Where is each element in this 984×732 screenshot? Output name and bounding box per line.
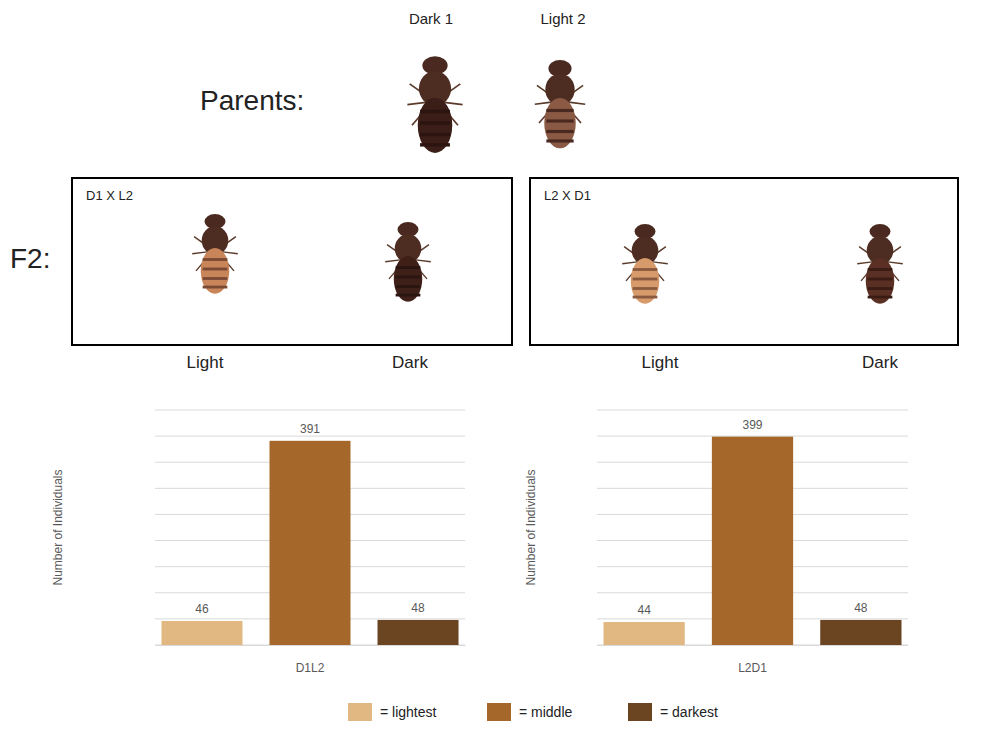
fly-abdomen (418, 98, 453, 153)
legend-swatch (348, 703, 372, 721)
data-label: 48 (411, 601, 425, 615)
grid-line (155, 410, 465, 411)
fly-leg (385, 260, 400, 262)
fly-stripe (203, 286, 228, 289)
fly-leg (568, 102, 585, 104)
fly-icon (407, 56, 462, 153)
axis-title: Number of Individuals (524, 469, 538, 585)
fly-stripe (203, 268, 228, 271)
panel-label: Light (187, 353, 224, 372)
legend-swatch (628, 703, 652, 721)
fly-stripe (420, 143, 450, 146)
parent-name: Dark 1 (409, 10, 453, 27)
fly-leg (888, 262, 903, 264)
panel-title: D1 X L2 (86, 188, 133, 203)
bar (161, 621, 242, 645)
fly-leg (535, 102, 552, 104)
bars (161, 441, 458, 645)
fly-leg (653, 262, 668, 264)
row-label: F2: (10, 243, 50, 274)
grid (155, 410, 465, 645)
fly-stripe (868, 296, 893, 299)
fly-abdomen (201, 248, 230, 294)
fly-abdomen (866, 258, 895, 304)
fly-stripe (546, 119, 573, 122)
fly-stripe (868, 278, 893, 281)
data-label: 44 (637, 603, 651, 617)
fly-leg (192, 252, 207, 254)
fly-stripe (546, 109, 573, 112)
panel-box (530, 178, 958, 345)
panel-title: L2 X D1 (544, 188, 591, 203)
data-label: 48 (854, 601, 868, 615)
fly-leg (444, 102, 462, 104)
axis-title: Number of Individuals (51, 469, 65, 585)
fly-abdomen (394, 256, 423, 302)
fly-abdomen (631, 258, 660, 304)
row-label: Parents: (200, 85, 304, 116)
fly-stripe (420, 133, 450, 136)
panel-label: Light (642, 353, 679, 372)
fly-stripe (868, 268, 893, 271)
legend-label: = middle (519, 704, 573, 720)
bar (820, 620, 901, 645)
fly-stripe (203, 277, 228, 280)
fly-stripe (396, 276, 421, 279)
bar (378, 620, 459, 645)
panel-label: Dark (392, 353, 428, 372)
data-label: 399 (742, 418, 762, 432)
grid-line (597, 410, 908, 411)
fly-stripe (203, 258, 228, 261)
bars (604, 437, 902, 645)
fly-stripe (396, 266, 421, 269)
fly-leg (622, 262, 637, 264)
figure: Dark 1 Light 2 Parents: F2: D1 X L2 Light Dark… (0, 0, 984, 732)
legend: = lightest = middle = darkest (348, 703, 718, 721)
bar (604, 622, 685, 645)
axis-line (598, 645, 909, 646)
bar (712, 437, 793, 645)
fly-stripe (396, 285, 421, 288)
grid (597, 410, 908, 645)
bar (269, 441, 350, 645)
data-label: 391 (300, 422, 320, 436)
fly-icon (622, 224, 668, 304)
fly-icon (857, 224, 903, 304)
panel-box (72, 178, 512, 345)
chart: 44 399 48 L2D1 Number of Individuals (524, 410, 909, 675)
axis-line (156, 645, 466, 646)
fly-stripe (633, 278, 658, 281)
fly-stripe (633, 287, 658, 290)
fly-icon (192, 214, 238, 294)
fly-stripe (420, 110, 450, 113)
fly-stripe (420, 121, 450, 124)
panel-label: Dark (862, 353, 898, 372)
fly-icon (535, 60, 585, 148)
fly-leg (223, 252, 238, 254)
chart: 46 391 48 D1L2 Number of Individuals (51, 410, 466, 675)
fly-abdomen (544, 98, 576, 148)
axis-title: L2D1 (738, 661, 767, 675)
fly-stripe (546, 139, 573, 142)
legend-swatch (487, 703, 511, 721)
fly-leg (416, 260, 431, 262)
fly-stripe (396, 294, 421, 297)
fly-stripe (633, 268, 658, 271)
legend-label: = darkest (660, 704, 718, 720)
axis-title: D1L2 (296, 661, 325, 675)
fly-leg (407, 102, 425, 104)
fly-stripe (546, 130, 573, 133)
data-label: 46 (195, 602, 209, 616)
grid-line (597, 436, 908, 437)
parent-name: Light 2 (540, 10, 585, 27)
fly-stripe (868, 287, 893, 290)
fly-stripe (633, 296, 658, 299)
fly-icon (385, 222, 431, 302)
legend-label: = lightest (380, 704, 437, 720)
fly-leg (857, 262, 872, 264)
